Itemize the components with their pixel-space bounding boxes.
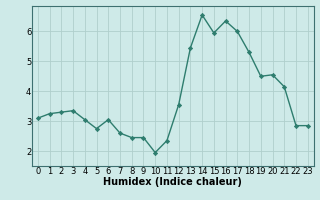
X-axis label: Humidex (Indice chaleur): Humidex (Indice chaleur)	[103, 177, 242, 187]
